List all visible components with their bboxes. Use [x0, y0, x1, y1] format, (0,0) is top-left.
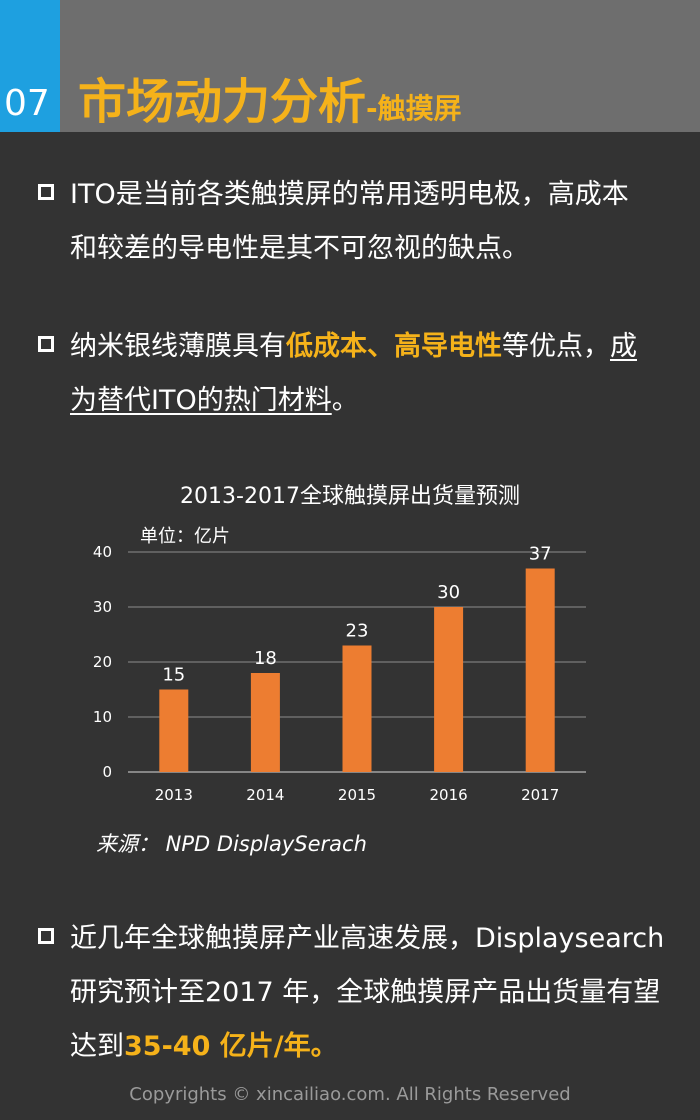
x-tick-label: 2014	[246, 786, 284, 804]
bullet-nanowire-line1: 纳米银线薄膜具有低成本、高导电性等优点，成	[38, 320, 678, 374]
title-main: 市场动力分析	[78, 74, 367, 130]
nanowire-text-pre: 纳米银线薄膜具有	[70, 331, 286, 362]
nanowire-underline-1: 成	[610, 331, 637, 362]
y-tick-label: 10	[93, 708, 112, 726]
title-sub: -触摸屏	[366, 92, 462, 125]
x-tick-label: 2016	[430, 786, 468, 804]
nanowire-text-mid: 等优点，	[502, 331, 610, 362]
copyright-footer: Copyrights © xincailiao.com. All Rights …	[129, 1084, 571, 1105]
nanowire-underline-2: 为替代ITO的热门材料	[70, 385, 332, 416]
bullet-square-icon	[38, 928, 54, 944]
nanowire-text-end: 。	[331, 385, 359, 416]
y-tick-label: 40	[93, 543, 112, 561]
chart-unit-label: 单位：亿片	[140, 526, 230, 547]
bullet-square-icon	[38, 336, 54, 352]
x-tick-label: 2017	[521, 786, 559, 804]
page-title: 市场动力分析-触摸屏	[78, 62, 462, 132]
data-label-2015: 23	[346, 621, 369, 642]
bar-2017	[525, 568, 555, 772]
y-tick-label: 0	[102, 763, 112, 781]
bullet-ito: ITO是当前各类触摸屏的常用透明电极，高成本 和较差的导电性是其不可忽视的缺点。	[38, 168, 678, 276]
chart-title: 2013-2017全球触摸屏出货量预测	[180, 484, 520, 509]
bar-chart: 0 10 20 30 40 15 2013 18 2014 23 2015 30 2016 37 2017	[93, 543, 586, 804]
data-label-2014: 18	[254, 648, 277, 669]
bullet-square-icon	[38, 184, 54, 200]
chart-source: 来源： NPD DisplaySerach	[96, 832, 367, 856]
bullet-forecast-line2: 研究预计至2017 年，全球触摸屏产品出货量有望	[70, 977, 661, 1008]
bar-2013	[159, 689, 189, 772]
bullet-ito-line2: 和较差的导电性是其不可忽视的缺点。	[70, 233, 529, 264]
header-bar: 07 市场动力分析-触摸屏	[0, 0, 700, 132]
bullet-forecast-line1: 近几年全球触摸屏产业高速发展，Displaysearch	[70, 923, 665, 954]
bullet-ito-line1: ITO是当前各类触摸屏的常用透明电极，高成本	[70, 179, 629, 210]
bar-2014	[250, 673, 280, 772]
section-number-box: 07	[0, 0, 60, 132]
x-tick-label: 2015	[338, 786, 376, 804]
bullet-forecast-line3: 达到35-40 亿片/年。	[38, 1020, 678, 1074]
bar-2016	[434, 607, 464, 772]
data-label-2013: 15	[162, 665, 185, 686]
nanowire-highlight: 低成本、高导电性	[286, 331, 502, 362]
bullet-forecast: 近几年全球触摸屏产业高速发展，Displaysearch 研究预计至2017 年…	[38, 912, 678, 1074]
data-label-2016: 30	[437, 582, 460, 603]
y-tick-label: 20	[93, 653, 112, 671]
bullet-nanowire-line2: 为替代ITO的热门材料。	[38, 374, 678, 428]
bar-2015	[342, 645, 372, 772]
forecast-highlight: 35-40 亿片/年。	[124, 1031, 338, 1062]
section-number: 07	[4, 83, 50, 124]
data-label-2017: 37	[529, 544, 552, 565]
bullet-nanowire: 纳米银线薄膜具有低成本、高导电性等优点，成 为替代ITO的热门材料。	[38, 320, 678, 428]
x-tick-label: 2013	[155, 786, 193, 804]
forecast-text-pre: 达到	[70, 1031, 124, 1062]
y-tick-label: 30	[93, 598, 112, 616]
